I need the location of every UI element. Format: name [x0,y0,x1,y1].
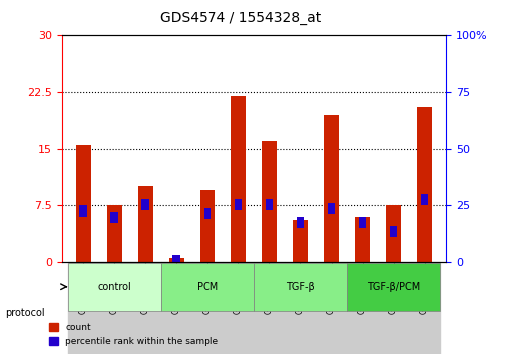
Bar [223,262,254,354]
FancyBboxPatch shape [68,263,161,310]
FancyBboxPatch shape [161,263,254,310]
Text: GDS4574 / 1554328_at: GDS4574 / 1554328_at [161,11,322,25]
Text: PCM: PCM [197,282,218,292]
Bar [347,262,378,354]
Bar [161,262,192,354]
Bar [262,141,277,262]
FancyBboxPatch shape [347,263,440,310]
Legend: count, percentile rank within the sample: count, percentile rank within the sample [46,320,222,349]
Bar [355,217,370,262]
Text: TGF-β: TGF-β [286,282,315,292]
Bar [316,262,347,354]
Bar [409,262,440,354]
Bar [266,199,273,210]
Bar [107,205,122,262]
Text: control: control [97,282,131,292]
Bar [328,203,336,215]
Bar [68,262,99,354]
Bar [110,212,118,223]
Bar [80,205,87,217]
Bar [204,207,211,219]
Bar [390,226,398,237]
Bar [359,217,366,228]
Bar [297,217,304,228]
Bar [172,255,180,267]
Bar [130,262,161,354]
Bar [254,262,285,354]
FancyBboxPatch shape [254,263,347,310]
Bar [75,145,91,262]
Bar [169,258,184,262]
Bar [285,262,316,354]
Bar [386,205,401,262]
Bar [417,107,432,262]
Bar [99,262,130,354]
Text: TGF-β/PCM: TGF-β/PCM [367,282,420,292]
Bar [324,115,339,262]
Bar [137,187,153,262]
Bar [192,262,223,354]
Bar [421,194,428,205]
Text: protocol: protocol [5,308,45,318]
Bar [293,221,308,262]
Bar [378,262,409,354]
Bar [234,199,242,210]
Bar [142,199,149,210]
Bar [200,190,215,262]
Bar [231,96,246,262]
